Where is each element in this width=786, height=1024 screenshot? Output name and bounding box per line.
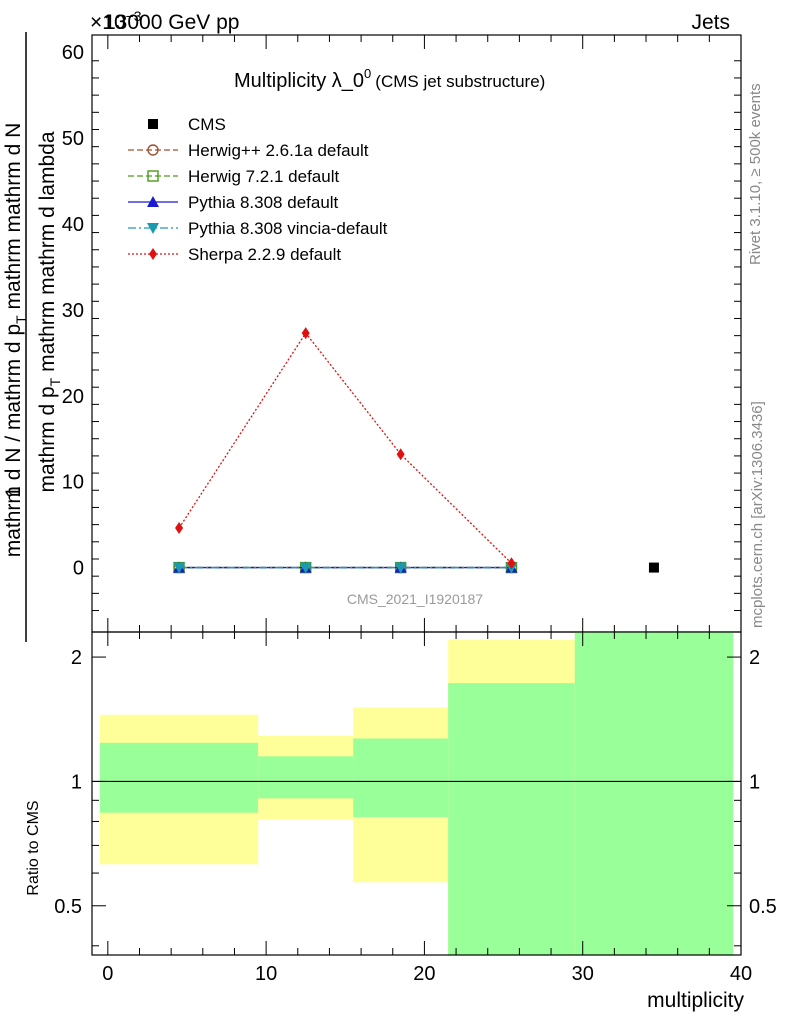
legend-marker-5	[149, 248, 157, 260]
series-line-5	[178, 331, 512, 564]
y-label-one: 1	[2, 486, 25, 498]
main-plot-panel: 0 10 20 30 40 50 60	[62, 34, 742, 633]
main-y-axis-label: 1 mathrm d N / mathrm d pT mathrm mathrm…	[2, 32, 63, 642]
legend-marker-3	[147, 196, 159, 207]
y-label-bottom: mathrm d pT mathrm mathrm d lambda	[36, 131, 63, 492]
energy-label: 13000 GeV pp	[104, 11, 239, 34]
plot-title-sub: (CMS jet substructure)	[375, 72, 545, 91]
exponent-label: ×10−3	[90, 8, 142, 34]
series-4-point-1	[299, 562, 312, 574]
legend-marker-1	[147, 144, 159, 156]
legend-label-4: Pythia 8.308 vincia-default	[188, 219, 388, 238]
ratio-plot-frame	[91, 631, 742, 956]
legend-label-2: Herwig 7.2.1 default	[188, 167, 339, 186]
main-ytick-label: 60	[62, 42, 84, 64]
x-tick-label: 30	[572, 963, 594, 985]
ratio-band-green-4	[574, 632, 734, 955]
main-ytick-label: 10	[62, 472, 84, 494]
legend-marker-0	[148, 119, 158, 129]
ratio-ytick-label-left: 1	[71, 771, 82, 793]
ratio-x-ticks: 0 10 20 30 40	[102, 632, 752, 985]
legend-marker-4	[147, 223, 159, 234]
series-0-point-0	[648, 562, 659, 573]
series-5-point-3	[507, 557, 516, 570]
ratio-ytick-label-left: 2	[71, 647, 82, 669]
legend-label-0: CMS	[188, 115, 226, 134]
ratio-ytick-label-right: 0.5	[749, 896, 777, 918]
ratio-band-green-3	[448, 683, 575, 955]
main-ytick-label: 50	[62, 128, 84, 150]
main-ytick-label: 0	[73, 558, 84, 580]
ratio-ytick-label-right: 2	[749, 647, 760, 669]
ratio-band-green-0	[99, 742, 259, 813]
main-y-ticks: 0 10 20 30 40 50 60	[62, 42, 741, 612]
main-x-ticks	[107, 35, 742, 632]
series-5-point-0	[175, 522, 184, 535]
main-ytick-label: 30	[62, 300, 84, 322]
x-tick-label: 0	[102, 963, 113, 985]
ratio-plot-panel: 0.5 0.5 1 1 2 2 0 10 20 30 40	[54, 631, 777, 985]
mcplots-label: mcplots.cern.ch [arXiv:1306.3436]	[749, 401, 766, 628]
x-tick-label: 40	[730, 963, 752, 985]
analysis-id-label: CMS_2021_I1920187	[347, 591, 483, 607]
series-4-point-0	[173, 562, 186, 574]
x-tick-label: 20	[413, 963, 435, 985]
main-ytick-label: 40	[62, 214, 84, 236]
series-4-point-2	[394, 562, 407, 574]
ratio-ytick-label-right: 1	[749, 771, 760, 793]
x-tick-label: 10	[255, 963, 277, 985]
exponent-power: −3	[126, 8, 142, 24]
ratio-y-ticks: 0.5 0.5 1 1 2 2	[54, 647, 777, 947]
legend-marker-2	[147, 170, 159, 182]
ratio-y-axis-label: Ratio to CMS	[25, 800, 42, 895]
ratio-bands-layer	[99, 632, 734, 955]
series-5-point-1	[301, 327, 310, 340]
legend-label-5: Sherpa 2.2.9 default	[188, 245, 341, 264]
y-label-denominator: mathrm d N / mathrm d pT mathrm mathrm d…	[2, 123, 29, 558]
ratio-band-green-2	[353, 738, 449, 818]
legend: CMS Herwig++ 2.6.1a default Herwig 7.2.1 d…	[128, 115, 388, 264]
x-axis-label: multiplicity	[647, 989, 744, 1012]
legend-label-3: Pythia 8.308 default	[188, 193, 339, 212]
ratio-ytick-label-left: 0.5	[54, 896, 82, 918]
rivet-version-label: Rivet 3.1.10, ≥ 500k events	[747, 83, 764, 265]
series-5-point-2	[396, 448, 405, 461]
plot-title: Multiplicity λ_00 (CMS jet substructure)	[234, 66, 545, 92]
main-ytick-label: 20	[62, 386, 84, 408]
main-series-layer	[173, 327, 659, 574]
plot-title-sup: 0	[364, 66, 371, 81]
process-label: Jets	[691, 11, 730, 34]
legend-label-1: Herwig++ 2.6.1a default	[188, 141, 369, 160]
ratio-band-green-1	[258, 756, 354, 799]
